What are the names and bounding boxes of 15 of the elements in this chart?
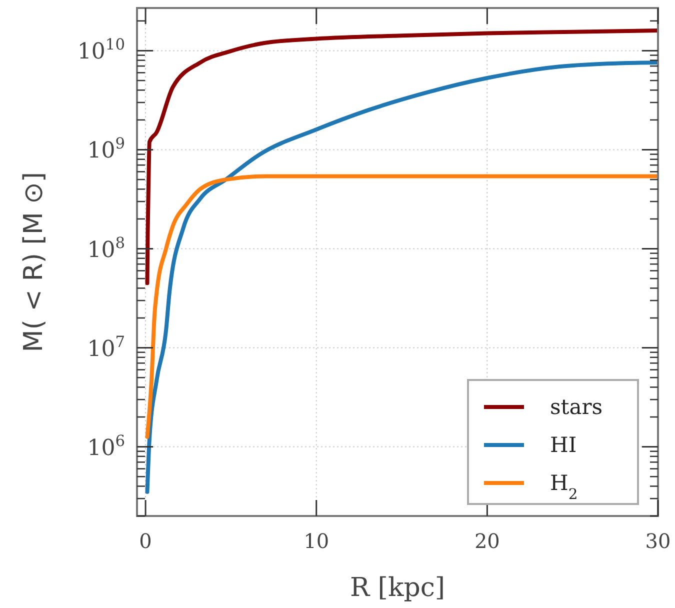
x-tick-label: 30: [645, 529, 671, 553]
x-tick-label: 10: [304, 529, 330, 553]
line-series: [145, 28, 658, 286]
y-tick-label: 10$^{9}$: [87, 134, 125, 164]
legend-label: H$_{2}$: [550, 471, 578, 502]
x-tick-label: 0: [139, 529, 152, 553]
legend-label: HI: [550, 433, 577, 457]
y-tick-label: 10$^{7}$: [87, 332, 125, 362]
y-tick-label: 10$^{8}$: [87, 234, 125, 263]
y-tick-label: 10$^{10}$: [77, 36, 125, 65]
y-tick-label: 10$^{6}$: [87, 432, 125, 461]
x-tick-label: 20: [474, 529, 500, 553]
legend-label: stars: [550, 395, 603, 419]
y-axis-title: M( < R) [M ⊙]: [19, 172, 49, 352]
x-axis-title: R [kpc]: [350, 573, 446, 603]
